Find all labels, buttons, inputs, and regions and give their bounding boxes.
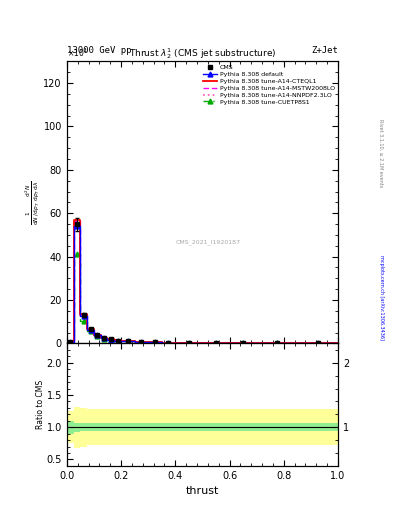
X-axis label: thrust: thrust [186,486,219,496]
Text: CMS_2021_I1920187: CMS_2021_I1920187 [175,239,240,245]
Text: $\times 10^1$: $\times 10^1$ [67,46,88,58]
Text: 13000 GeV pp: 13000 GeV pp [67,46,131,55]
Text: Z+Jet: Z+Jet [311,46,338,55]
Y-axis label: $\frac{1}{\mathrm{d}N\,/\,\mathrm{d}p_T}\,\frac{\mathrm{d}^2N}{\mathrm{d}p_T\,\m: $\frac{1}{\mathrm{d}N\,/\,\mathrm{d}p_T}… [24,180,42,225]
Text: Rivet 3.1.10, ≥ 2.1M events: Rivet 3.1.10, ≥ 2.1M events [379,119,384,188]
Text: mcplots.cern.ch [arXiv:1306.3436]: mcplots.cern.ch [arXiv:1306.3436] [379,254,384,339]
Y-axis label: Ratio to CMS: Ratio to CMS [36,380,45,429]
Title: Thrust $\lambda_2^1$ (CMS jet substructure): Thrust $\lambda_2^1$ (CMS jet substructu… [129,47,276,61]
Legend: CMS, Pythia 8.308 default, Pythia 8.308 tune-A14-CTEQL1, Pythia 8.308 tune-A14-M: CMS, Pythia 8.308 default, Pythia 8.308 … [202,63,336,106]
